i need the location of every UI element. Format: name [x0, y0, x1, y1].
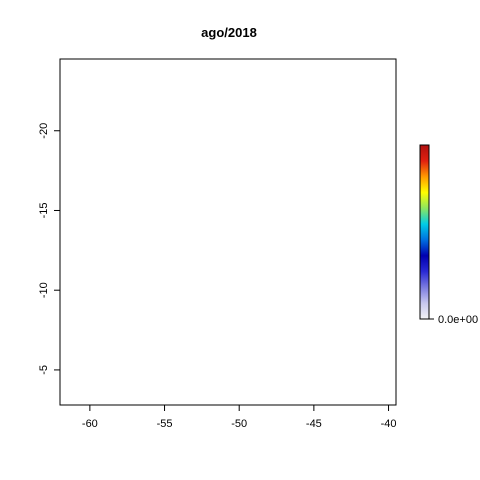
y-tick-label: -5 — [38, 365, 50, 375]
colorbar-gradient — [419, 144, 430, 320]
chart-title: ago/2018 — [201, 25, 257, 40]
x-tick-label: -45 — [306, 418, 322, 430]
y-tick-label: -15 — [38, 203, 50, 219]
colorbar-tick-label: 0.0e+00 — [438, 314, 478, 326]
x-tick-label: -50 — [231, 418, 247, 430]
x-tick-label: -40 — [381, 418, 397, 430]
colorbar-legend: 0.0e+005.0e+071.0e+081.5e+082.0e+08 — [419, 144, 478, 326]
x-tick-label: -55 — [157, 418, 173, 430]
plot-frame — [59, 58, 397, 406]
colorbar-ticks: 0.0e+005.0e+071.0e+081.5e+082.0e+08 — [429, 314, 478, 326]
y-axis: -5 -10 -15 -20 — [38, 123, 60, 375]
x-axis: -60 -55 -50 -45 -40 — [82, 405, 397, 430]
x-tick-label: -60 — [82, 418, 98, 430]
y-tick-label: -10 — [38, 282, 50, 298]
y-tick-label: -20 — [38, 123, 50, 139]
